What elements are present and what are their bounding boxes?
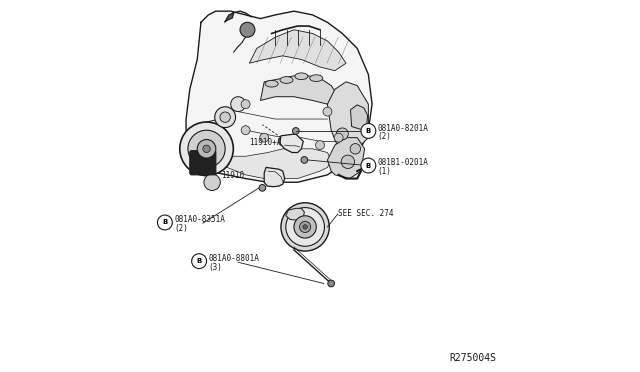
Circle shape [191,254,207,269]
Circle shape [301,157,308,163]
Circle shape [278,137,287,146]
Circle shape [259,185,266,191]
Circle shape [323,107,332,116]
Circle shape [220,112,230,122]
Ellipse shape [280,77,293,83]
Text: (2): (2) [378,132,392,141]
Polygon shape [209,149,331,179]
Text: 081A0-8801A: 081A0-8801A [209,254,259,263]
Circle shape [281,203,330,251]
Circle shape [231,97,246,112]
Text: 11910: 11910 [221,171,244,180]
Polygon shape [186,11,372,182]
Circle shape [303,225,307,229]
Circle shape [204,174,220,190]
Text: 081A0-8201A: 081A0-8201A [378,124,429,133]
FancyBboxPatch shape [190,151,216,175]
Circle shape [157,215,172,230]
Circle shape [241,126,250,135]
Text: (1): (1) [378,167,392,176]
Circle shape [334,133,343,142]
Circle shape [188,130,225,167]
Text: 081A0-8351A: 081A0-8351A [174,215,225,224]
Polygon shape [328,138,365,179]
Text: B: B [163,219,168,225]
Circle shape [286,208,324,246]
Polygon shape [280,134,303,153]
Circle shape [180,122,234,176]
Text: (3): (3) [209,263,222,272]
Polygon shape [286,208,305,220]
Ellipse shape [295,73,308,80]
Circle shape [240,22,255,37]
Circle shape [337,128,348,140]
Text: 081B1-0201A: 081B1-0201A [378,158,429,167]
Circle shape [215,107,236,128]
Circle shape [341,155,355,169]
Polygon shape [225,13,234,22]
Circle shape [241,100,250,109]
Circle shape [292,128,299,134]
Circle shape [260,133,269,142]
Text: B: B [196,258,202,264]
Ellipse shape [310,75,323,81]
Polygon shape [351,105,367,129]
Text: 11910+A: 11910+A [250,138,282,147]
Text: (2): (2) [174,224,188,233]
Polygon shape [250,30,346,71]
Circle shape [328,280,335,287]
Text: SEE SEC. 274: SEE SEC. 274 [338,209,394,218]
Text: B: B [365,128,371,134]
Polygon shape [303,213,328,249]
Circle shape [197,140,216,158]
Circle shape [294,216,316,238]
Polygon shape [260,74,339,104]
Polygon shape [328,82,369,149]
Circle shape [361,158,376,173]
Text: R275004S: R275004S [450,353,497,363]
Ellipse shape [265,80,278,87]
Text: B: B [365,163,371,169]
Circle shape [203,145,211,153]
Circle shape [316,141,324,150]
Circle shape [300,221,310,232]
Circle shape [350,144,360,154]
Circle shape [361,124,376,138]
Polygon shape [264,167,285,187]
